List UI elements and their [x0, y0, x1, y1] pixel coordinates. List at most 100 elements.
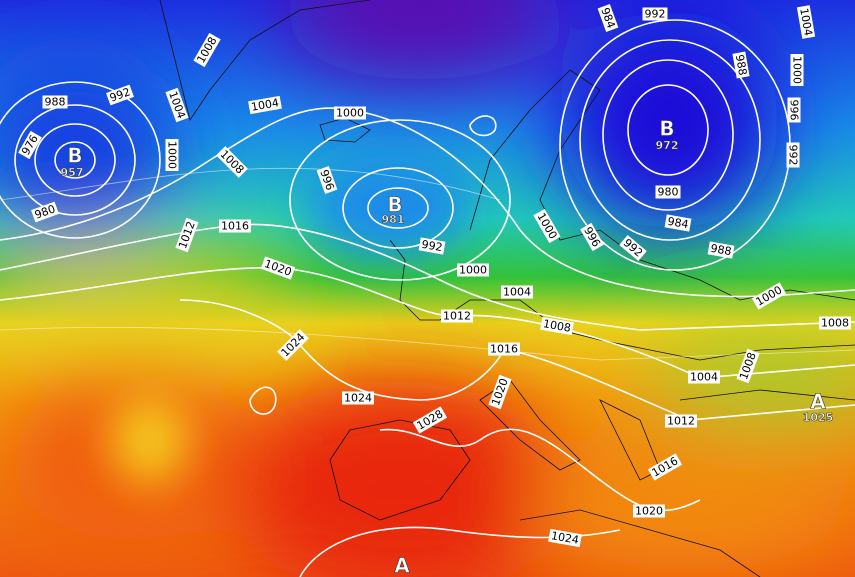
isobar-value: 1004 [690, 371, 718, 384]
isobar-label: 988 [42, 95, 68, 109]
isobar-value: 1000 [166, 141, 179, 169]
label-background [786, 142, 800, 168]
label-background [619, 234, 647, 262]
center-value: 972 [656, 139, 679, 152]
isobar-label: 1000 [165, 139, 179, 171]
isobar-label: 984 [664, 214, 692, 232]
label-background [597, 4, 619, 32]
label-background [533, 208, 561, 244]
isobar-value: 1004 [797, 7, 815, 37]
isobar-value: 992 [645, 8, 666, 21]
isobar-label: 1004 [688, 370, 720, 384]
isobar-label: 992 [418, 237, 446, 255]
isobar-value: 1004 [250, 96, 280, 114]
label-background [787, 97, 801, 123]
label-background [193, 32, 221, 68]
isobar-value: 1012 [667, 415, 695, 428]
center-value: 1025 [803, 411, 834, 424]
isobar-value: 1008 [542, 317, 572, 335]
isobar-value: 1000 [336, 107, 364, 120]
label-background [647, 453, 683, 481]
label-background [501, 285, 533, 299]
label-background [633, 504, 665, 518]
isobar-label: 988 [707, 241, 735, 259]
label-background [707, 241, 735, 259]
label-background [165, 139, 179, 171]
isobar-value: 1004 [503, 286, 531, 299]
label-background [488, 342, 520, 356]
isobar-value: 1000 [459, 264, 487, 277]
isobar-label: 1024 [548, 528, 582, 548]
isobar-value: 1008 [821, 317, 849, 330]
isobar-label: 1008 [819, 316, 851, 330]
center-letter: B [659, 117, 674, 141]
isobar-label: 1000 [457, 263, 489, 277]
isobar-value: 988 [733, 54, 749, 77]
label-background [42, 95, 68, 109]
label-background [412, 406, 448, 434]
label-background [175, 217, 199, 253]
label-background [580, 222, 604, 252]
label-background [488, 374, 512, 410]
isobar-value: 988 [45, 96, 66, 109]
center-value: 957 [61, 166, 84, 179]
center-letter: A [810, 390, 826, 414]
isobar-value: 1016 [490, 343, 518, 356]
label-background [819, 316, 851, 330]
label-background [219, 219, 251, 233]
label-background [106, 84, 134, 106]
isobar-label: 1000 [334, 106, 366, 120]
label-background [655, 185, 681, 199]
isobar-value: 992 [787, 145, 800, 166]
isobar-label: 1004 [796, 5, 816, 39]
isobar-value: 1024 [344, 392, 372, 405]
isobar-label: 1000 [790, 54, 804, 86]
label-background [18, 130, 42, 160]
isobar-label: 1004 [248, 95, 282, 115]
label-background [796, 5, 816, 39]
label-background [248, 95, 282, 115]
label-background [316, 166, 338, 194]
label-background [664, 214, 692, 232]
isobar-label: 992 [786, 142, 800, 168]
label-background [751, 282, 787, 310]
label-background [31, 201, 59, 223]
label-background [790, 54, 804, 86]
label-background [216, 146, 248, 178]
label-background [732, 51, 750, 79]
label-background [642, 7, 668, 21]
isobar-value: 1024 [550, 529, 580, 547]
isobar-value: 992 [421, 238, 444, 254]
label-background [165, 87, 189, 123]
label-background [540, 316, 574, 336]
isobar-value: 980 [658, 186, 679, 199]
isobar-value: 1016 [221, 220, 249, 233]
isobar-label: 992 [642, 7, 668, 21]
isobar-value: 988 [710, 242, 733, 258]
label-background [548, 528, 582, 548]
isobar-label: 1016 [488, 342, 520, 356]
label-background [418, 237, 446, 255]
isobar-label: 980 [655, 185, 681, 199]
isobar-value: 1000 [791, 56, 804, 84]
isobar-value: 1020 [635, 505, 663, 518]
isobar-label: 996 [787, 97, 801, 123]
isobar-label: 988 [732, 51, 750, 79]
label-background [334, 106, 366, 120]
isobar-label: 1024 [342, 391, 374, 405]
label-background [260, 256, 296, 280]
label-background [665, 414, 697, 428]
label-background [688, 370, 720, 384]
isobar-value: 996 [788, 100, 801, 121]
isobar-label: 1008 [540, 316, 574, 336]
label-background [277, 329, 309, 361]
label-background [457, 263, 489, 277]
center-letter: A [394, 554, 410, 577]
isobar-label: 1004 [501, 285, 533, 299]
label-background [342, 391, 374, 405]
center-letter: B [387, 193, 402, 217]
isobar-label: 1012 [665, 414, 697, 428]
